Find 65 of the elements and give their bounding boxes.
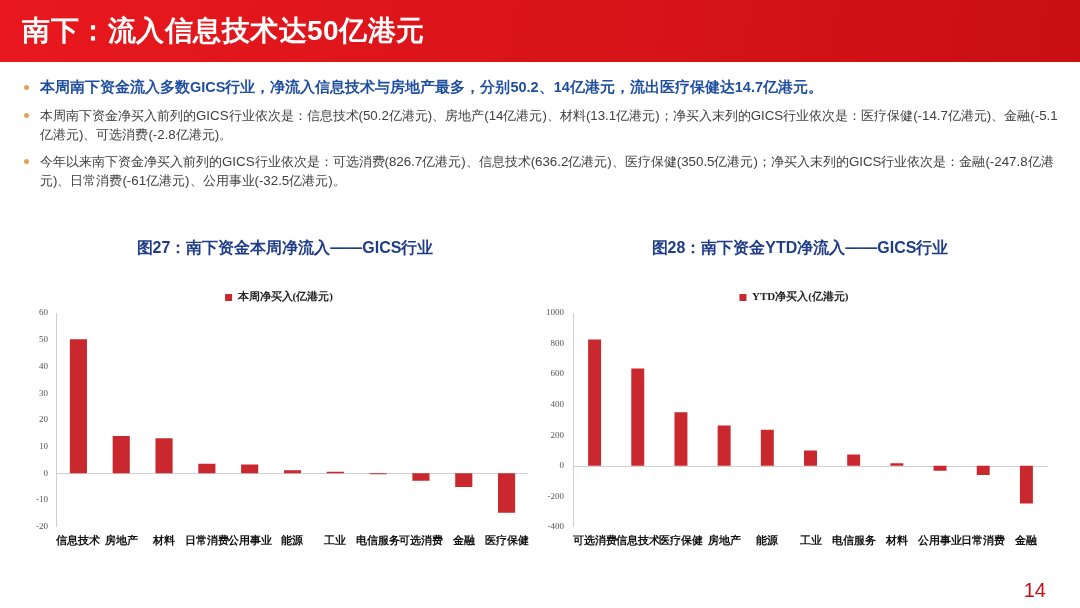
bar bbox=[1019, 465, 1033, 504]
y-tick-label: -200 bbox=[547, 490, 565, 501]
y-tick-label: 1000 bbox=[546, 307, 565, 318]
bar bbox=[890, 463, 904, 466]
text: 今年以来南下资金净买入前列的GICS行业依次是：可选消费(826.7亿港元)、信息技术(636.2亿港元)、医疗保健(350.5亿港元)；净买入末列的GICS行业依次是：金融(-247.8亿港元)、日常消费(-61亿港元)、公用事业(-32.5亿港元)。 bbox=[40, 154, 1054, 188]
bar bbox=[455, 473, 473, 487]
y-tick-label: 0 bbox=[43, 467, 49, 478]
bar bbox=[976, 465, 990, 476]
y-tick-label: -10 bbox=[36, 494, 49, 505]
bar bbox=[283, 470, 302, 474]
bar bbox=[588, 339, 602, 466]
y-tick-label: 400 bbox=[550, 398, 565, 409]
x-tick-label: 房地产 bbox=[103, 534, 138, 547]
x-tick-label: 可选消费 bbox=[571, 534, 617, 547]
x-tick-label: 信息技术 bbox=[55, 534, 101, 547]
bar bbox=[241, 464, 259, 474]
x-tick-label: 日常消费 bbox=[961, 534, 1006, 547]
bar bbox=[112, 435, 130, 474]
legend-label: 本周净买入(亿港元) bbox=[236, 290, 334, 304]
y-tick-label: 0 bbox=[559, 460, 565, 471]
legend-label: YTD净买入(亿港元) bbox=[751, 290, 849, 304]
x-tick-label: 日常消费 bbox=[184, 534, 229, 547]
bar bbox=[674, 412, 688, 466]
text: 本周南下资金净买入前列的GICS行业依次是：信息技术(50.2亿港元)、房地产(14亿港元)、材料(13.1亿港元)；净买入末列的GICS行业依次是：医疗保健(-14.7亿港元)、金融(-5.1亿港元)、可选消费(-2.8亿港元)。 bbox=[40, 108, 1058, 142]
bar bbox=[498, 473, 516, 513]
x-tick-label: 工业 bbox=[798, 534, 822, 547]
y-tick-label: -20 bbox=[36, 521, 49, 532]
x-tick-label: 电信服务 bbox=[831, 534, 876, 547]
bar bbox=[847, 454, 861, 466]
x-tick-label: 医疗保健 bbox=[658, 534, 703, 547]
bar bbox=[933, 465, 947, 471]
bar bbox=[412, 473, 430, 481]
text: 南下：流入信息技术达50亿港元 bbox=[22, 14, 425, 48]
y-tick-label: 50 bbox=[39, 334, 49, 345]
y-tick-label: 600 bbox=[550, 368, 565, 379]
bar bbox=[717, 425, 731, 466]
x-tick-label: 金融 bbox=[451, 534, 476, 547]
y-tick-label: 800 bbox=[550, 337, 565, 348]
x-tick-label: 能源 bbox=[281, 534, 305, 547]
bar bbox=[69, 339, 87, 474]
bar bbox=[198, 463, 216, 474]
y-tick-label: 30 bbox=[39, 387, 49, 398]
x-tick-label: 房地产 bbox=[706, 534, 741, 547]
bar bbox=[631, 368, 645, 466]
x-tick-label: 工业 bbox=[323, 534, 347, 547]
x-tick-label: 材料 bbox=[884, 534, 908, 547]
y-tick-label: 10 bbox=[39, 440, 49, 451]
y-tick-label: -400 bbox=[547, 521, 565, 532]
chart-title: 图27：南下资金本周净流入——GICS行业 bbox=[135, 238, 435, 258]
y-tick-label: 200 bbox=[550, 429, 565, 440]
text: 14 bbox=[1023, 579, 1046, 602]
x-tick-label: 公用事业 bbox=[917, 534, 963, 547]
bar bbox=[760, 429, 774, 466]
x-tick-label: 金融 bbox=[1014, 534, 1039, 547]
y-tick-label: 60 bbox=[39, 307, 49, 318]
bar bbox=[804, 450, 817, 466]
x-tick-label: 能源 bbox=[756, 534, 780, 547]
y-tick-label: 20 bbox=[39, 414, 49, 425]
x-tick-label: 材料 bbox=[152, 534, 176, 547]
chart-title: 图28：南下资金YTD净流入——GICS行业 bbox=[650, 238, 950, 258]
text: 本周南下资金流入多数GICS行业，净流入信息技术与房地产最多，分别50.2、14亿港元，流出医疗保健达14.7亿港元。 bbox=[40, 79, 824, 95]
bar bbox=[155, 438, 173, 474]
x-tick-label: 电信服务 bbox=[356, 534, 401, 547]
y-tick-label: 40 bbox=[39, 360, 49, 371]
x-tick-label: 医疗保健 bbox=[484, 534, 529, 547]
